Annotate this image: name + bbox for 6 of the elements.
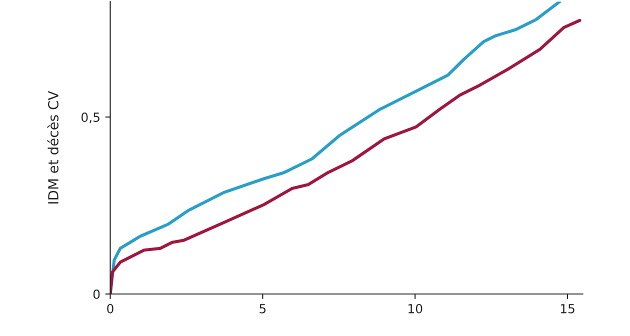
x-tick-label: 15 xyxy=(560,304,574,314)
y-tick-label: 0,5 xyxy=(81,112,100,124)
x-tick-label: 5 xyxy=(260,304,266,314)
x-tick-label: 0 xyxy=(107,304,114,314)
y-axis-title: IDM et décès CV xyxy=(47,90,59,204)
x-tick-label: 10 xyxy=(408,304,422,314)
